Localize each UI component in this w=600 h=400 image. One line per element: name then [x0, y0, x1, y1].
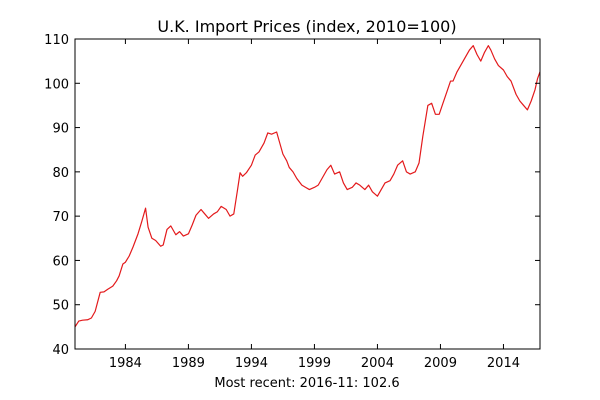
y-tick-label: 50: [52, 299, 69, 314]
x-tick-label: 2009: [424, 356, 457, 371]
x-tick-label: 1984: [109, 356, 142, 371]
y-tick-label: 40: [52, 343, 69, 358]
y-tick-label: 100: [44, 77, 69, 92]
x-axis-label: Most recent: 2016-11: 102.6: [214, 376, 399, 391]
y-tick-label: 70: [52, 210, 69, 225]
x-tick-label: 2004: [361, 356, 394, 371]
y-tick-label: 110: [44, 33, 69, 48]
x-tick-label: 1994: [235, 356, 268, 371]
y-tick-label: 80: [52, 166, 69, 181]
series-line-0: [74, 45, 541, 328]
plot-area: [74, 45, 541, 328]
x-tick-label: 1989: [172, 356, 205, 371]
chart-title: U.K. Import Prices (index, 2010=100): [157, 17, 456, 36]
y-tick-label: 90: [52, 122, 69, 137]
y-tick-label: 60: [52, 254, 69, 269]
x-tick-label: 1999: [298, 356, 331, 371]
axes: 40 50 60 70 80 90 100 110 1984 1989 1994 1999 2004 20…: [44, 33, 541, 371]
plot-frame: [74, 38, 541, 350]
x-tick-label: 2014: [487, 356, 520, 371]
